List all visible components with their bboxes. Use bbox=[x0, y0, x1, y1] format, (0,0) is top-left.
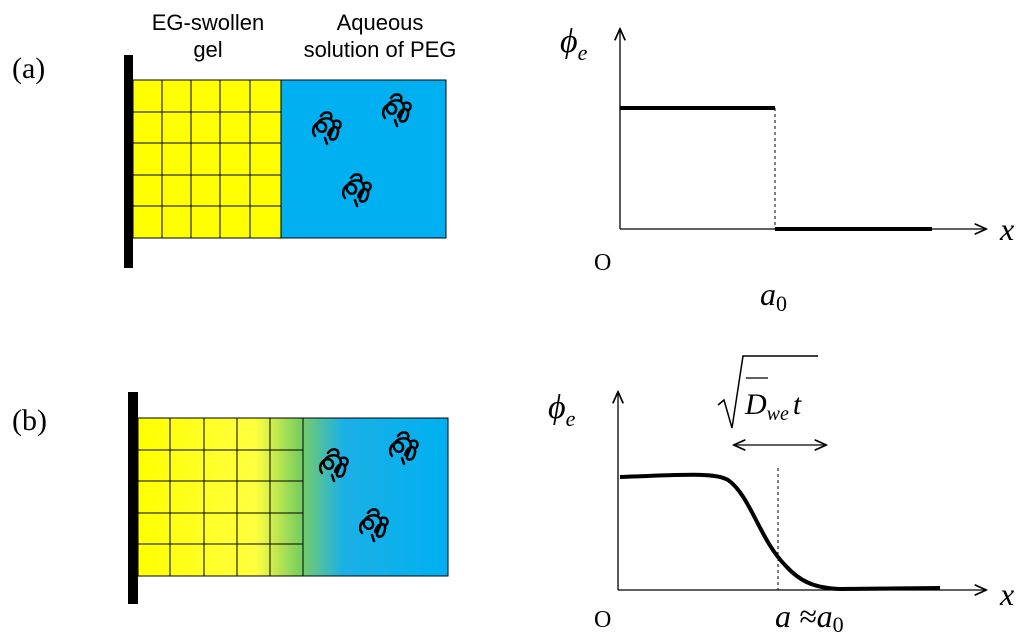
boundary-label: a ≈a0 bbox=[775, 598, 844, 635]
gel bbox=[133, 80, 281, 238]
x-axis-label: x bbox=[999, 576, 1014, 612]
x-axis-label: x bbox=[999, 211, 1014, 247]
profile bbox=[620, 475, 940, 589]
gel-label: gel bbox=[193, 37, 222, 62]
panel-label: (a) bbox=[12, 52, 45, 85]
solution-label: Aqueous bbox=[337, 10, 424, 35]
wall bbox=[128, 392, 138, 604]
y-axis-label: ϕe bbox=[560, 23, 588, 65]
panel-label: (b) bbox=[12, 404, 47, 437]
origin-label: O bbox=[594, 607, 611, 633]
solution bbox=[281, 80, 446, 238]
gel-label: EG-swollen bbox=[152, 10, 264, 35]
figure: (a) EG-swollen gel Aqueous solution of P… bbox=[0, 0, 1024, 635]
wall bbox=[124, 55, 133, 268]
y-axis-label: ϕe bbox=[548, 389, 576, 431]
solution-label: solution of PEG bbox=[304, 37, 457, 62]
origin-label: O bbox=[594, 250, 611, 276]
gel-solution bbox=[138, 418, 448, 576]
boundary-label: a0 bbox=[760, 276, 787, 316]
